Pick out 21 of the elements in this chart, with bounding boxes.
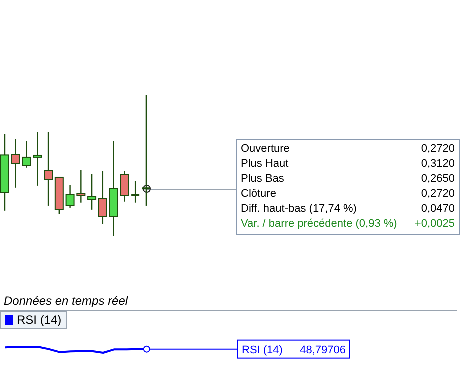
candlestick [44,131,54,207]
text: RSI (14) [242,344,283,356]
text: 48,79706 [300,344,346,356]
candlestick [11,138,20,189]
text: Données en temps réel [4,294,128,308]
text: 0,3120 [421,157,455,172]
text: Ouverture [241,142,290,157]
text: +0,0025 [414,217,455,232]
text: Var. / barre précédente (0,93 %) [241,217,398,232]
text: 0,2720 [421,142,455,157]
text: 0,2720 [421,187,455,202]
text: Plus Haut [241,157,289,172]
text: 0,2650 [421,172,455,187]
candlestick [88,174,97,211]
candlestick [130,180,141,204]
text: Diff. haut-bas (17,74 %) [241,202,357,217]
candlestick [98,170,108,225]
legend-label: RSI (14) [17,313,62,327]
text: Plus Bas [241,172,284,187]
text: Clôture [241,187,276,202]
text: 0,0470 [421,202,455,217]
